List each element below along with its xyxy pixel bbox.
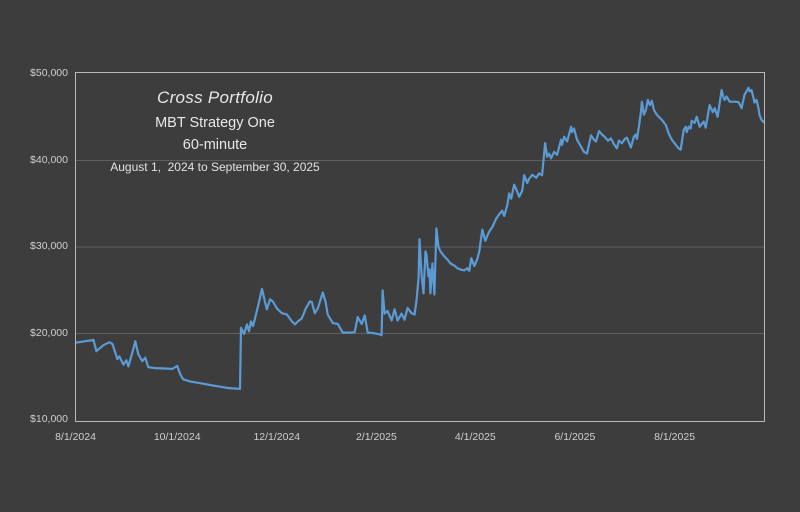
- x-axis-tick-label: 12/1/2024: [253, 431, 301, 443]
- plot-area[interactable]: [75, 72, 765, 422]
- x-axis-tick-label: 8/1/2024: [55, 431, 96, 443]
- y-axis-tick-label: $20,000: [30, 326, 68, 339]
- y-axis-tick-label: $30,000: [30, 240, 68, 252]
- y-axis-tick-label: $40,000: [30, 153, 68, 166]
- x-axis-tick-label: 8/1/2025: [654, 431, 696, 443]
- x-axis-tick-label: 6/1/2025: [554, 431, 596, 443]
- x-axis-tick-label: 2/1/2025: [355, 431, 397, 443]
- x-axis-tick-label: 10/1/2024: [153, 431, 201, 443]
- x-axis-tick-label: 4/1/2025: [454, 431, 496, 443]
- equity-curve-svg: [76, 86, 764, 390]
- y-axis-tick-label: $10,000: [30, 413, 68, 425]
- y-axis-tick-label: $50,000: [30, 67, 68, 79]
